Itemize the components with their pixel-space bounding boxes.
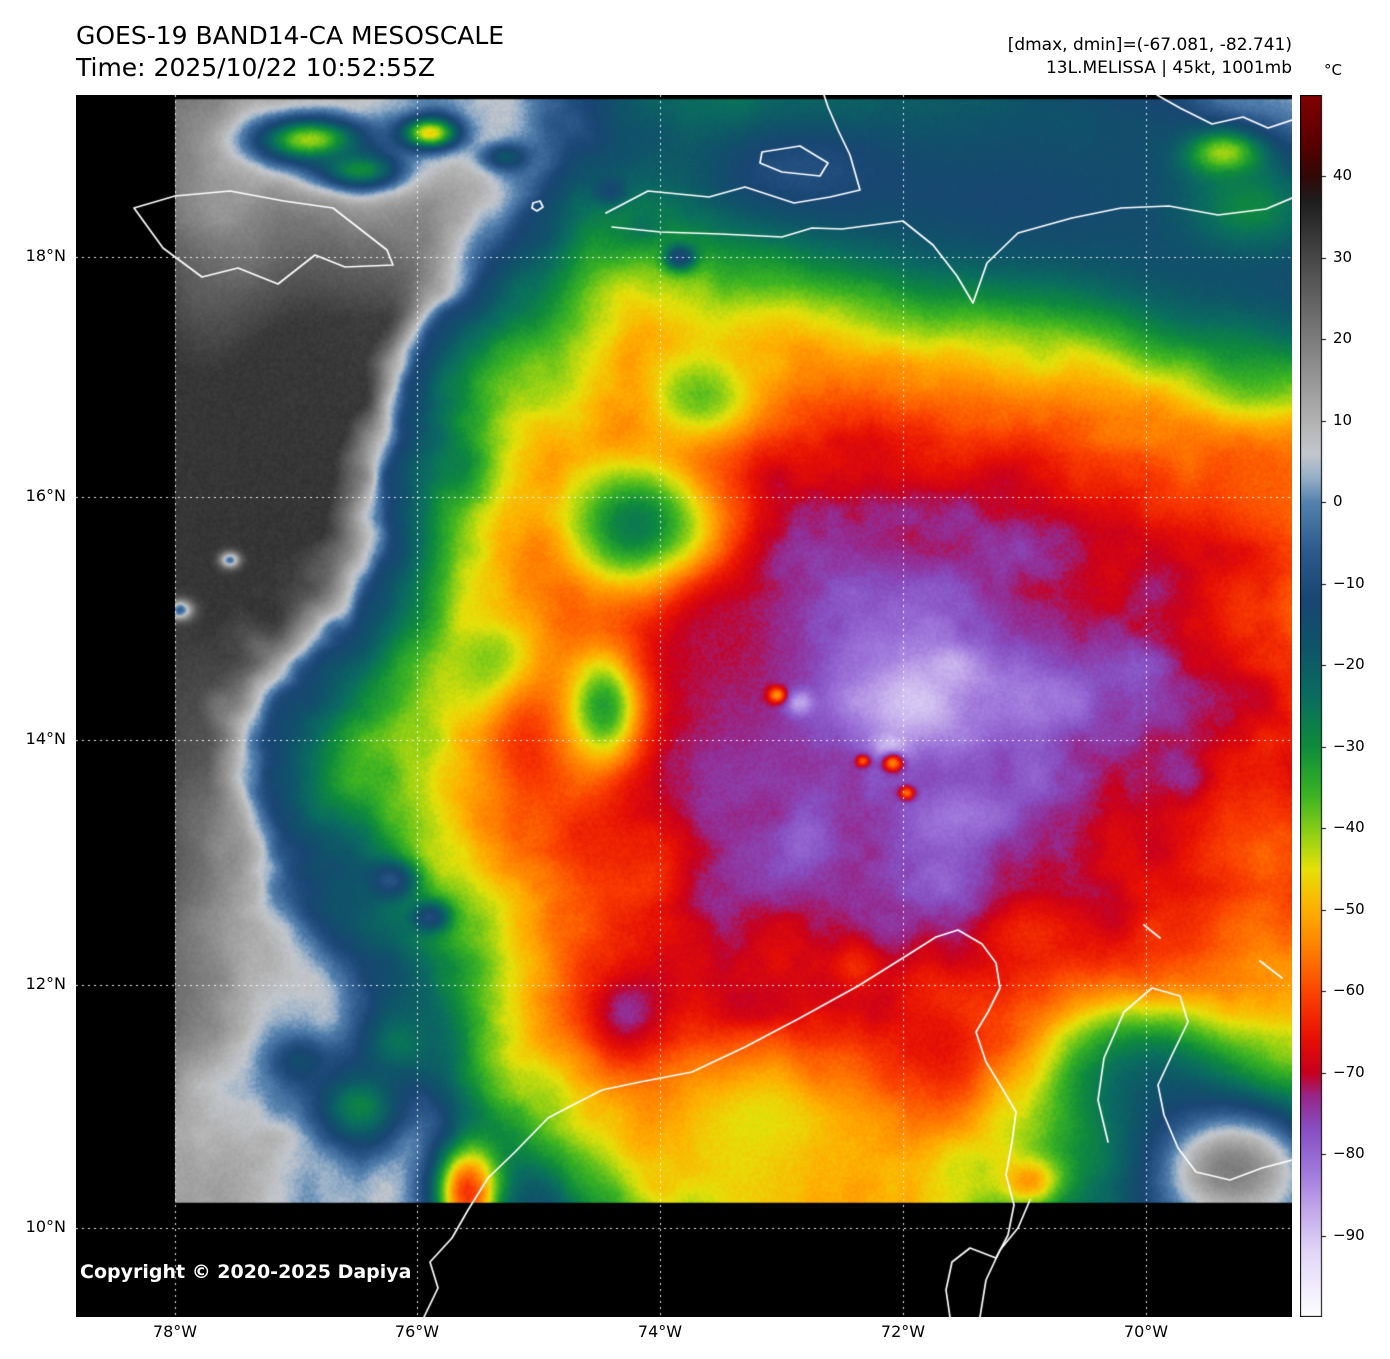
- colorbar-tick-label: 20: [1333, 329, 1353, 348]
- lat-tick-label: 16°N: [25, 486, 66, 505]
- lat-tick-label: 14°N: [25, 729, 66, 748]
- storm-info: 13L.MELISSA | 45kt, 1001mb: [1045, 58, 1292, 78]
- satellite-map-plot: Copyright © 2020-2025 Dapiya: [76, 95, 1292, 1317]
- lat-tick-label: 12°N: [25, 974, 66, 993]
- lon-tick-label: 72°W: [880, 1322, 926, 1341]
- colorbar-tick-label: 30: [1333, 247, 1353, 266]
- colorbar-tick-label: −50: [1333, 899, 1365, 918]
- lon-tick-label: 74°W: [637, 1322, 683, 1341]
- lon-tick-label: 78°W: [152, 1322, 198, 1341]
- timestamp: Time: 2025/10/22 10:52:55Z: [76, 53, 435, 82]
- lat-tick-label: 10°N: [25, 1217, 66, 1236]
- colorbar-tick-label: 10: [1333, 410, 1353, 429]
- header-left: GOES-19 BAND14-CA MESOSCALE Time: 2025/1…: [76, 20, 504, 84]
- colorbar-tick-label: −80: [1333, 1144, 1365, 1163]
- colorbar-tick-label: −10: [1333, 573, 1365, 592]
- lon-tick-label: 76°W: [394, 1322, 440, 1341]
- colorbar-tick-label: −40: [1333, 818, 1365, 837]
- colorbar-tick-label: −60: [1333, 981, 1365, 1000]
- colorbar-tick-label: 40: [1333, 166, 1353, 185]
- colorbar-tick-label: −20: [1333, 655, 1365, 674]
- satellite-image-canvas: [76, 95, 1292, 1317]
- colorbar-tick-label: −30: [1333, 736, 1365, 755]
- colorbar-tick-label: −70: [1333, 1062, 1365, 1081]
- copyright-text: Copyright © 2020-2025 Dapiya: [80, 1261, 412, 1283]
- lon-tick-label: 70°W: [1123, 1322, 1169, 1341]
- colorbar-tick-label: −90: [1333, 1225, 1365, 1244]
- dmax-dmin-readout: [dmax, dmin]=(-67.081, -82.741): [1007, 35, 1292, 55]
- lat-tick-label: 18°N: [25, 246, 66, 265]
- colorbar-unit-label: °C: [1324, 61, 1342, 79]
- colorbar-tick-label: 0: [1333, 492, 1343, 511]
- product-title: GOES-19 BAND14-CA MESOSCALE: [76, 21, 505, 50]
- header-right: [dmax, dmin]=(-67.081, -82.741) 13L.MELI…: [1008, 34, 1292, 80]
- temperature-colorbar: [1300, 95, 1330, 1317]
